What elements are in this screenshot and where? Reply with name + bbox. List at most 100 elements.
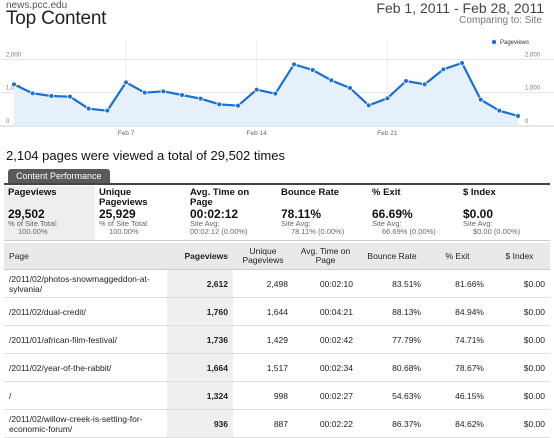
pageviews-chart: 2,000 1,000 0 2,000 1,000 0 Feb 7 Feb 14 Feb 21 P… <box>0 34 554 140</box>
tab-bar: Content Performance <box>4 169 550 185</box>
data-point[interactable] <box>328 77 335 84</box>
cell-unique-pageviews: 1,517 <box>233 353 293 382</box>
metric-sub-label: Site Avg: <box>190 219 220 228</box>
tab-content-performance[interactable]: Content Performance <box>8 169 110 183</box>
metric-label: Bounce Rate <box>281 187 340 198</box>
data-point[interactable] <box>459 60 465 66</box>
cell-bounce-rate: 88.13% <box>358 297 426 326</box>
data-point[interactable] <box>272 90 279 97</box>
cell-unique-pageviews: 1,429 <box>233 325 293 354</box>
metric-bounce-rate[interactable]: Bounce Rate 78.11% Site Avg: 78.11% (0.0… <box>277 186 368 240</box>
data-point[interactable] <box>291 61 297 68</box>
data-point[interactable] <box>235 102 241 109</box>
metric-sub-value: 66.69% (0.00%) <box>382 227 436 236</box>
column-header-pageviews[interactable]: Pageviews <box>167 243 233 270</box>
data-point[interactable] <box>48 93 55 99</box>
metric-value: 25,929 <box>99 207 136 221</box>
y-tick-label-left: 1,000 <box>6 86 22 92</box>
cell-index: $0.00 <box>489 409 550 438</box>
column-header-unique-pageviews[interactable]: Unique Pageviews <box>233 243 293 270</box>
metric-sub-value: $0.00 (0.00%) <box>473 227 521 236</box>
table-header-row: Page Pageviews Unique Pageviews Avg. Tim… <box>4 243 550 270</box>
page-link[interactable]: /2011/02/photos-snowmaggeddon-at-sylvani… <box>4 269 167 298</box>
data-point[interactable] <box>403 78 409 84</box>
data-point[interactable] <box>216 101 223 108</box>
data-point[interactable] <box>253 86 260 93</box>
page-link[interactable]: / <box>4 381 167 410</box>
cell-avg-time: 00:02:22 <box>293 409 358 438</box>
cell-avg-time: 00:04:21 <box>293 297 358 326</box>
data-point[interactable] <box>67 93 73 100</box>
page-link[interactable]: /2011/02/willow-creek-is-setting-for-eco… <box>4 409 167 438</box>
column-header-index[interactable]: $ Index <box>489 243 550 270</box>
summary-text: 2,104 pages were viewed a total of 29,50… <box>6 148 285 163</box>
metric-exit[interactable]: % Exit 66.69% Site Avg: 66.69% (0.00%) <box>368 186 459 240</box>
cell-bounce-rate: 83.51% <box>358 269 426 298</box>
site-name: news.pcc.edu <box>6 0 68 11</box>
metric-unique-pageviews[interactable]: Unique Pageviews 25,929 % of Site Total:… <box>95 186 186 240</box>
metric-sub-label: Site Avg: <box>463 219 493 228</box>
column-header-bounce-rate[interactable]: Bounce Rate <box>358 243 426 270</box>
data-point[interactable] <box>11 81 17 88</box>
metric-sub-label: % of Site Total: <box>8 219 58 228</box>
table-row: /2011/02/year-of-the-rabbit/ 1,664 1,517… <box>4 353 550 382</box>
cell-unique-pageviews: 998 <box>233 381 293 410</box>
series-line <box>13 61 519 118</box>
y-tick-label-right: 1,000 <box>525 86 541 92</box>
cell-exit: 78.67% <box>426 353 489 382</box>
column-header-exit[interactable]: % Exit <box>426 243 489 270</box>
cell-pageviews: 2,612 <box>167 269 233 298</box>
cell-bounce-rate: 54.63% <box>358 381 426 410</box>
x-tick-label: Feb 21 <box>377 130 398 137</box>
column-header-avg-time[interactable]: Avg. Time on Page <box>293 243 358 270</box>
data-point[interactable] <box>309 67 316 73</box>
cell-avg-time: 00:02:34 <box>293 353 358 382</box>
metric-sub-value: 100.00% <box>109 227 139 236</box>
cell-unique-pageviews: 1,644 <box>233 297 293 326</box>
data-point[interactable] <box>104 107 111 114</box>
data-point[interactable] <box>384 95 391 102</box>
metrics-summary: Pageviews 29,502 % of Site Total: 100.00… <box>4 186 550 241</box>
metric-pageviews[interactable]: Pageviews 29,502 % of Site Total: 100.00… <box>4 186 95 240</box>
cell-exit: 81.66% <box>426 269 489 298</box>
legend-marker <box>491 39 497 45</box>
page-link[interactable]: /2011/02/year-of-the-rabbit/ <box>4 353 167 382</box>
data-point[interactable] <box>85 105 92 112</box>
data-point[interactable] <box>141 89 148 96</box>
data-point[interactable] <box>347 85 353 91</box>
metric-index[interactable]: $ Index $0.00 Site Avg: $0.00 (0.00%) <box>459 186 550 240</box>
cell-index: $0.00 <box>489 269 550 298</box>
x-tick-label: Feb 7 <box>118 130 135 137</box>
cell-exit: 84.94% <box>426 297 489 326</box>
metric-sub-value: 00:02:12 (0.00%) <box>190 227 248 236</box>
cell-bounce-rate: 80.68% <box>358 353 426 382</box>
data-point[interactable] <box>123 79 129 86</box>
data-point[interactable] <box>160 88 167 95</box>
column-header-page[interactable]: Page <box>4 243 167 270</box>
data-point[interactable] <box>179 92 185 98</box>
data-point[interactable] <box>365 102 372 109</box>
cell-avg-time: 00:02:42 <box>293 325 358 354</box>
metric-label: Avg. Time on Page <box>190 187 250 208</box>
cell-bounce-rate: 86.37% <box>358 409 426 438</box>
page-link[interactable]: /2011/01/african-film-festival/ <box>4 325 167 354</box>
data-point[interactable] <box>197 95 204 102</box>
data-point[interactable] <box>515 113 521 119</box>
metric-label: % Exit <box>372 187 401 198</box>
data-point[interactable] <box>496 107 503 114</box>
cell-exit: 74.71% <box>426 325 489 354</box>
data-point[interactable] <box>29 90 36 97</box>
data-point[interactable] <box>421 81 428 88</box>
table-row: /2011/02/dual-credit/ 1,760 1,644 00:04:… <box>4 297 550 326</box>
data-point[interactable] <box>477 96 484 103</box>
metric-sub-label: Site Avg: <box>372 219 402 228</box>
y-tick-label-left: 0 <box>6 119 10 125</box>
data-point[interactable] <box>440 66 447 73</box>
metric-sub-value: 100.00% <box>18 227 48 236</box>
metric-avg-time[interactable]: Avg. Time on Page 00:02:12 Site Avg: 00:… <box>186 186 277 240</box>
table-row: /2011/01/african-film-festival/ 1,736 1,… <box>4 325 550 354</box>
metric-value: 78.11% <box>281 207 322 221</box>
comparison-label: Comparing to: Site <box>459 15 542 26</box>
page-link[interactable]: /2011/02/dual-credit/ <box>4 297 167 326</box>
date-range-selector[interactable]: Feb 1, 2011 - Feb 28, 2011 <box>376 0 544 16</box>
